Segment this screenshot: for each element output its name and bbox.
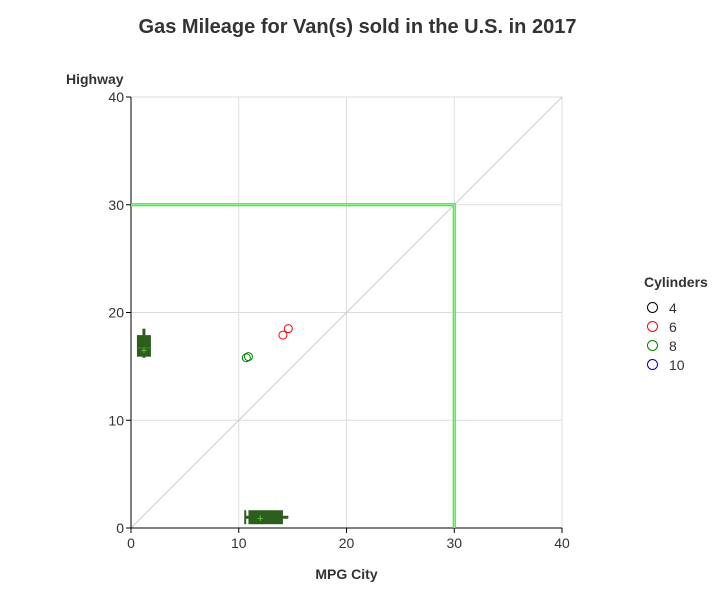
data-point-cyl-8 <box>241 353 251 363</box>
y-boxplot-mean: + <box>141 345 147 357</box>
legend-item-10: 10 <box>644 355 708 374</box>
x-tick-label: 30 <box>446 535 462 551</box>
y-tick-label: 40 <box>108 89 124 105</box>
x-boxplot-mean: + <box>257 513 263 525</box>
y-tick-label: 10 <box>108 412 124 428</box>
x-boxplot-box <box>248 510 283 525</box>
legend-marker-icon <box>647 302 658 313</box>
y-axis-label: Highway <box>66 71 124 87</box>
legend-item-6: 6 <box>644 317 708 336</box>
y-tick-label: 0 <box>116 520 124 536</box>
x-tick-label: 10 <box>231 535 247 551</box>
x-tick-label: 40 <box>554 535 570 551</box>
reference-line-30-highlight <box>131 204 455 528</box>
y-tick-label: 20 <box>108 305 124 321</box>
chart-title: Gas Mileage for Van(s) sold in the U.S. … <box>138 16 577 38</box>
diagonal-line <box>130 96 563 529</box>
legend: Cylinders 4 6 8 10 <box>644 274 708 374</box>
legend-label: 4 <box>669 299 677 316</box>
legend-marker-icon <box>647 359 658 370</box>
legend-label: 8 <box>669 337 677 354</box>
legend-item-4: 4 <box>644 298 708 317</box>
legend-title: Cylinders <box>644 274 708 290</box>
y-boxplot-box <box>136 335 151 357</box>
legend-label: 10 <box>669 356 685 373</box>
legend-marker-icon <box>647 321 658 332</box>
x-axis-label: MPG City <box>315 566 378 582</box>
data-point-cyl-8 <box>243 352 253 362</box>
legend-marker-icon <box>647 340 658 351</box>
x-tick-label: 20 <box>339 535 355 551</box>
y-tick-label: 30 <box>108 197 124 213</box>
legend-label: 6 <box>669 318 677 335</box>
x-tick-label: 0 <box>127 535 135 551</box>
data-point-cyl-6 <box>283 324 293 334</box>
data-point-cyl-6 <box>278 330 288 340</box>
legend-item-8: 8 <box>644 336 708 355</box>
legend-items: 4 6 8 10 <box>644 298 708 374</box>
